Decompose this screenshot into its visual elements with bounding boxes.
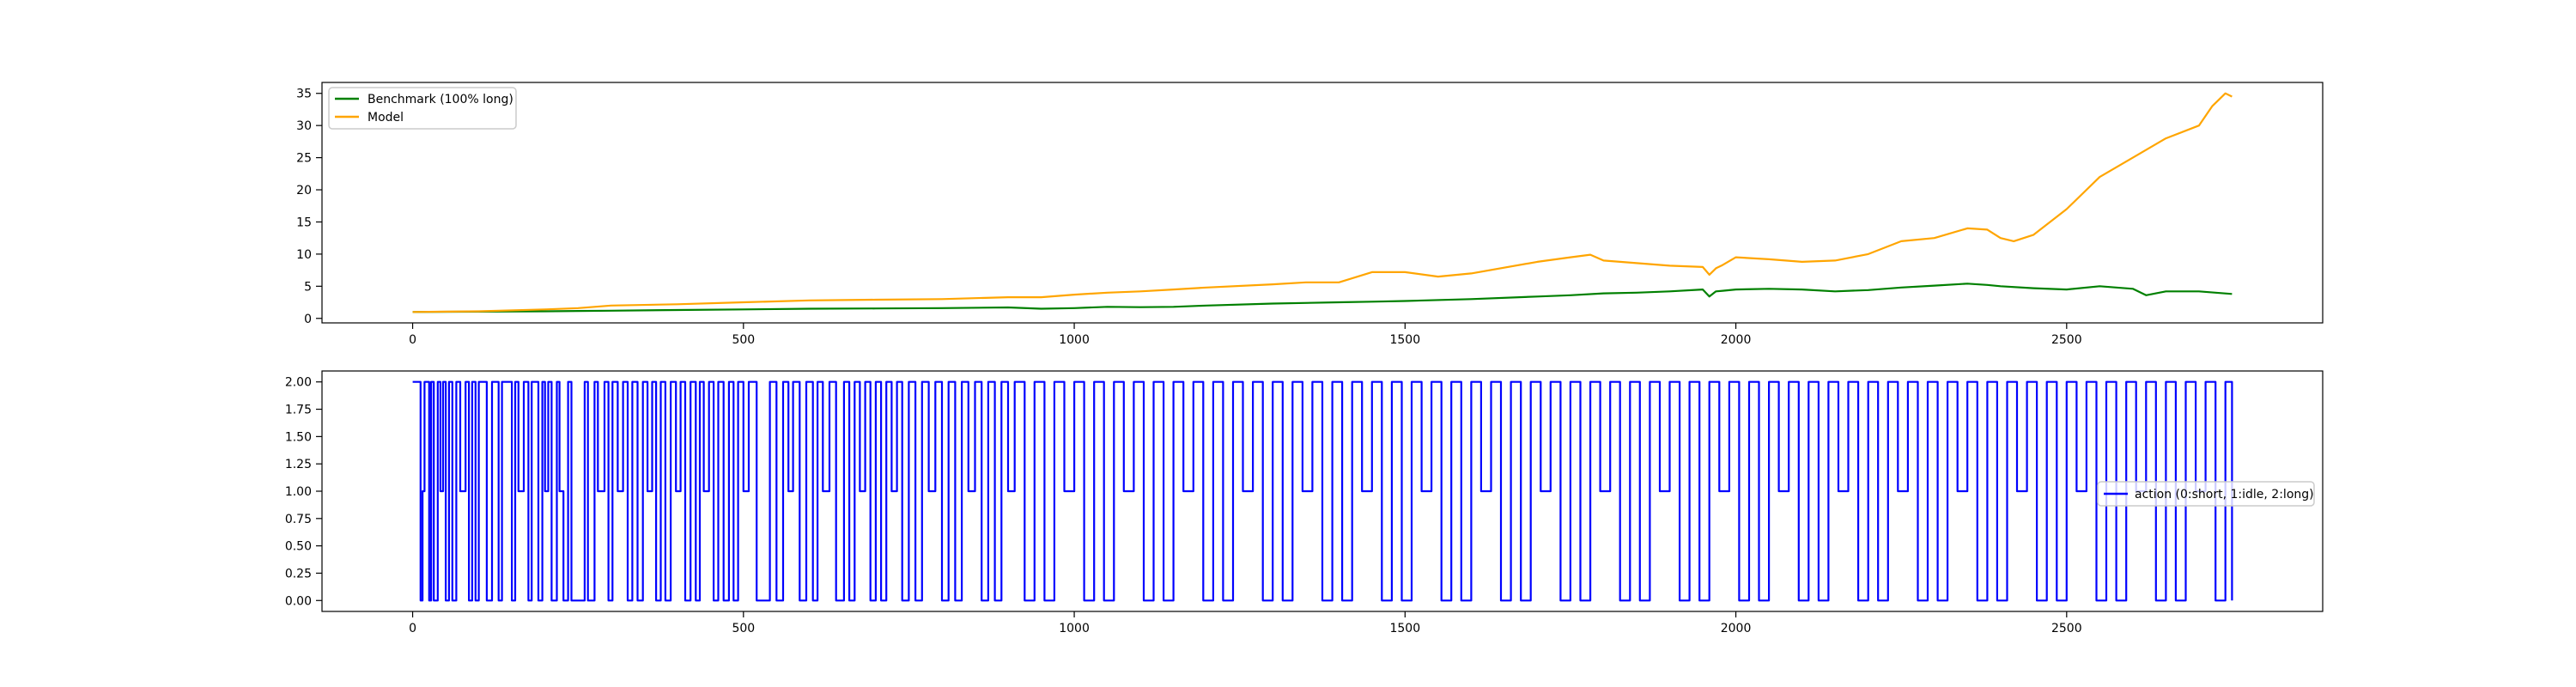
top-x-tick-label: 0 (409, 333, 416, 347)
bottom-legend-frame (2097, 481, 2315, 507)
top-x-ticks: 0 500 1000 1500 2000 2500 (409, 323, 2082, 347)
top-series-line-0 (412, 283, 2233, 313)
top-y-tick-label: 10 (296, 248, 312, 262)
bottom-x-tick-label: 1500 (1389, 622, 1420, 635)
top-panel: 0 500 1000 1500 2000 2500 0 5 10 15 20 25 30 35 Benc… (296, 82, 2324, 347)
top-series (412, 92, 2233, 313)
top-x-tick-label: 2000 (1721, 333, 1752, 347)
legend-label-model: Model (368, 111, 404, 125)
bottom-x-tick-label: 1000 (1059, 622, 1090, 635)
top-legend: Benchmark (100% long) Model (328, 87, 517, 130)
top-y-tick-label: 35 (296, 88, 312, 101)
legend-label-benchmark: Benchmark (100% long) (368, 93, 513, 106)
bottom-x-ticks: 0 500 1000 1500 2000 2500 (409, 611, 2082, 635)
bottom-y-tick-label: 0.00 (285, 594, 312, 608)
top-y-tick-label: 15 (296, 216, 312, 229)
top-series-line-1 (412, 92, 2233, 313)
bottom-x-tick-label: 2000 (1721, 622, 1752, 635)
bottom-y-tick-label: 0.25 (285, 567, 312, 581)
bottom-y-tick-label: 0.50 (285, 540, 312, 554)
bottom-y-ticks: 0.00 0.25 0.50 0.75 1.00 1.25 1.50 1.75 2.00 (285, 376, 322, 608)
bottom-y-tick-label: 1.50 (285, 430, 312, 444)
bottom-series-line-0 (412, 380, 2233, 602)
top-x-tick-label: 1000 (1059, 333, 1090, 347)
top-x-tick-label: 2500 (2051, 333, 2082, 347)
top-y-tick-label: 0 (304, 313, 312, 326)
top-y-tick-label: 20 (296, 184, 312, 198)
bottom-legend: action (0:short, 1:idle, 2:long) (2097, 481, 2315, 507)
top-y-ticks: 0 5 10 15 20 25 30 35 (296, 88, 322, 326)
top-plot-area (321, 82, 2324, 324)
bottom-y-tick-label: 1.25 (285, 458, 312, 471)
top-y-tick-label: 30 (296, 119, 312, 133)
bottom-y-tick-label: 1.00 (285, 485, 312, 499)
bottom-x-tick-label: 0 (409, 622, 416, 635)
bottom-panel: 0 500 1000 1500 2000 2500 0.00 0.25 0.50 0.75 1.0… (285, 370, 2324, 635)
top-y-tick-label: 5 (304, 280, 312, 294)
bottom-x-tick-label: 2500 (2051, 622, 2082, 635)
top-x-tick-label: 500 (732, 333, 755, 347)
bottom-y-tick-label: 1.75 (285, 404, 312, 417)
top-axes-frame (321, 82, 2324, 324)
legend-label-action: action (0:short, 1:idle, 2:long) (2135, 488, 2314, 502)
top-legend-frame (328, 87, 517, 130)
top-x-tick-label: 1500 (1389, 333, 1420, 347)
bottom-series (412, 380, 2233, 602)
bottom-x-tick-label: 500 (732, 622, 755, 635)
bottom-y-tick-label: 0.75 (285, 513, 312, 526)
top-y-tick-label: 25 (296, 152, 312, 166)
bottom-y-tick-label: 2.00 (285, 376, 312, 390)
